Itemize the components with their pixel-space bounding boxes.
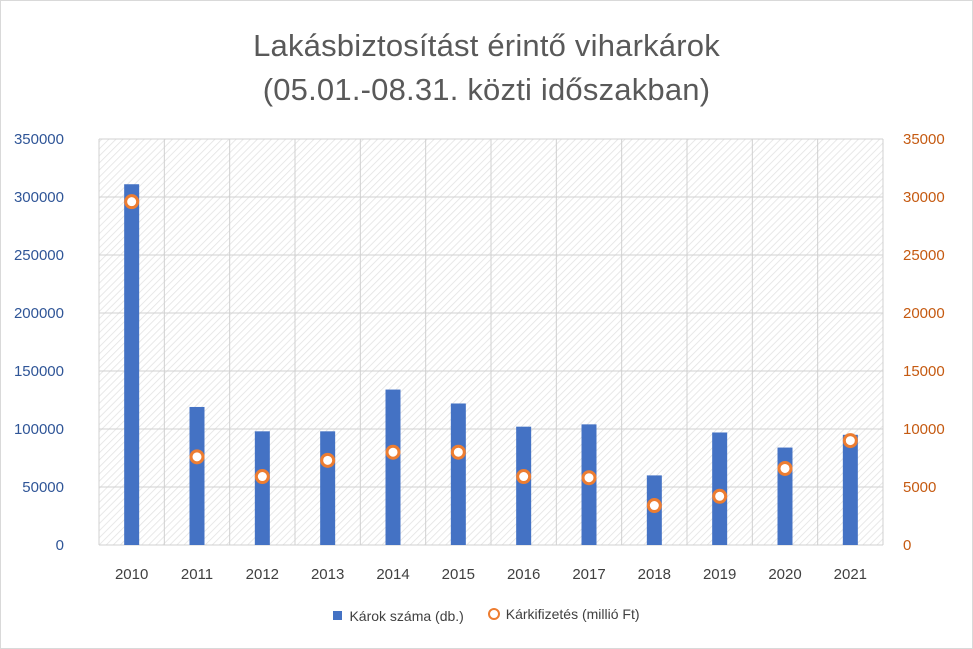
ytick-right-label: 0 [903, 537, 911, 554]
xtick-label: 2014 [376, 566, 409, 583]
marker-2021 [842, 433, 858, 449]
circle-marker-icon [487, 608, 500, 620]
marker-2019 [712, 488, 728, 504]
marker-2018 [646, 498, 662, 514]
xtick-label: 2021 [834, 566, 867, 583]
marker-2020 [777, 460, 793, 476]
ytick-left-label: 250000 [14, 247, 64, 264]
marker-2015 [450, 444, 466, 460]
xtick-label: 2011 [181, 566, 213, 583]
xtick-label: 2016 [507, 566, 540, 583]
bar-2011 [189, 406, 205, 545]
bar-2013 [320, 431, 336, 545]
bar-swatch-icon [333, 611, 343, 620]
chart-subtitle: (05.01.-08.31. közti időszakban) [262, 72, 711, 107]
ytick-right-label: 35000 [903, 131, 945, 148]
legend-label-karok: Károk száma (db.) [349, 607, 464, 624]
ytick-left-label: 200000 [14, 305, 64, 322]
bar-2019 [712, 432, 728, 545]
bar-2016 [516, 426, 532, 545]
marker-2010 [124, 194, 140, 210]
ytick-right-label: 20000 [903, 305, 945, 322]
xtick-label: 2013 [311, 566, 344, 583]
ytick-left-label: 50000 [22, 479, 64, 496]
marker-2017 [581, 470, 597, 486]
ytick-right-label: 5000 [903, 479, 936, 496]
ytick-left-label: 100000 [14, 421, 64, 438]
marker-2016 [516, 469, 532, 485]
ytick-left-label: 350000 [14, 131, 64, 148]
ytick-left-label: 0 [56, 537, 64, 554]
bar-2021 [842, 434, 858, 545]
marker-2013 [320, 452, 336, 468]
xtick-label: 2012 [246, 566, 279, 583]
ytick-right-label: 25000 [903, 247, 945, 264]
marker-2012 [254, 469, 270, 485]
ytick-right-label: 15000 [903, 363, 945, 380]
legend-item-karkifizetes: Kárkifizetés (millió Ft) [487, 606, 640, 622]
ytick-right-label: 10000 [903, 421, 945, 438]
legend-label-karkifizetes: Kárkifizetés (millió Ft) [505, 606, 640, 622]
xtick-label: 2015 [442, 566, 475, 583]
chart-title: Lakásbiztosítást érintő viharkárok [253, 28, 720, 63]
xtick-label: 2010 [115, 566, 148, 583]
marker-2011 [189, 449, 205, 465]
xtick-label: 2020 [768, 566, 801, 583]
xtick-label: 2019 [703, 566, 736, 583]
xtick-label: 2018 [638, 566, 671, 583]
ytick-left-label: 300000 [14, 189, 64, 206]
legend-item-karok: Károk száma (db.) [333, 607, 464, 624]
ytick-left-label: 150000 [14, 363, 64, 380]
xtick-label: 2017 [572, 566, 605, 583]
bar-2015 [450, 403, 466, 545]
ytick-right-label: 30000 [903, 189, 945, 206]
bar-2010 [124, 184, 140, 546]
bar-2014 [385, 389, 401, 545]
bar-2012 [254, 431, 270, 545]
legend: Károk száma (db.) Kárkifizetés (millió F… [0, 606, 973, 624]
marker-2014 [385, 444, 401, 460]
